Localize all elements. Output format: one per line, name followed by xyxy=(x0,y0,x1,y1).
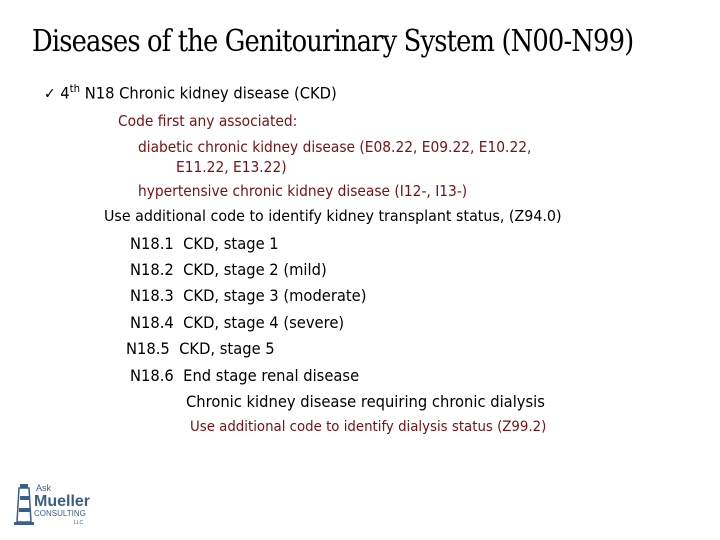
code-row: N18.4 CKD, stage 4 (severe) xyxy=(130,313,344,332)
code: N18.6 xyxy=(130,366,174,385)
code-first-label: Code first any associated: xyxy=(118,112,298,130)
bullet-text: N18 Chronic kidney disease (CKD) xyxy=(84,83,337,103)
logo-consulting: CONSULTING xyxy=(34,509,86,518)
code-row: N18.1 CKD, stage 1 xyxy=(130,234,279,253)
code: N18.4 xyxy=(130,313,174,332)
code: N18.1 xyxy=(130,234,174,253)
code-row: N18.5 CKD, stage 5 xyxy=(126,339,275,358)
lighthouse-icon xyxy=(14,484,34,525)
use-additional-note: Use additional code to identify kidney t… xyxy=(104,207,562,225)
code-desc: CKD, stage 2 (mild) xyxy=(183,260,327,279)
code-desc: CKD, stage 3 (moderate) xyxy=(183,286,367,305)
ordinal-suffix: th xyxy=(69,82,81,95)
code-first-item: E11.22, E13.22) xyxy=(176,158,287,176)
code-desc: End stage renal disease xyxy=(183,366,360,385)
company-logo: Ask Mueller CONSULTING LLC xyxy=(14,483,90,526)
page-title: Diseases of the Genitourinary System (N0… xyxy=(32,24,634,59)
logo-ask: Ask xyxy=(36,483,52,493)
code: N18.3 xyxy=(130,286,174,305)
n186-inclusion-note: Chronic kidney disease requiring chronic… xyxy=(186,392,545,411)
code-row: N18.3 CKD, stage 3 (moderate) xyxy=(130,286,366,305)
code-first-item: hypertensive chronic kidney disease (I12… xyxy=(138,182,468,200)
bullet-line: ✓ 4th N18 Chronic kidney disease (CKD) xyxy=(44,82,337,102)
logo-name: Mueller xyxy=(34,493,90,510)
code-desc: CKD, stage 5 xyxy=(179,339,275,358)
code-row: N18.6 End stage renal disease xyxy=(130,366,359,385)
ordinal: 4 xyxy=(60,83,70,103)
code-desc: CKD, stage 1 xyxy=(183,234,279,253)
code-desc: CKD, stage 4 (severe) xyxy=(183,313,345,332)
code: N18.2 xyxy=(130,260,174,279)
checkmark-icon: ✓ xyxy=(44,84,56,103)
n186-use-additional-note: Use additional code to identify dialysis… xyxy=(190,419,547,435)
code: N18.5 xyxy=(126,339,170,358)
logo-llc: LLC xyxy=(74,520,84,526)
code-first-item: diabetic chronic kidney disease (E08.22,… xyxy=(138,138,532,156)
code-row: N18.2 CKD, stage 2 (mild) xyxy=(130,260,327,279)
